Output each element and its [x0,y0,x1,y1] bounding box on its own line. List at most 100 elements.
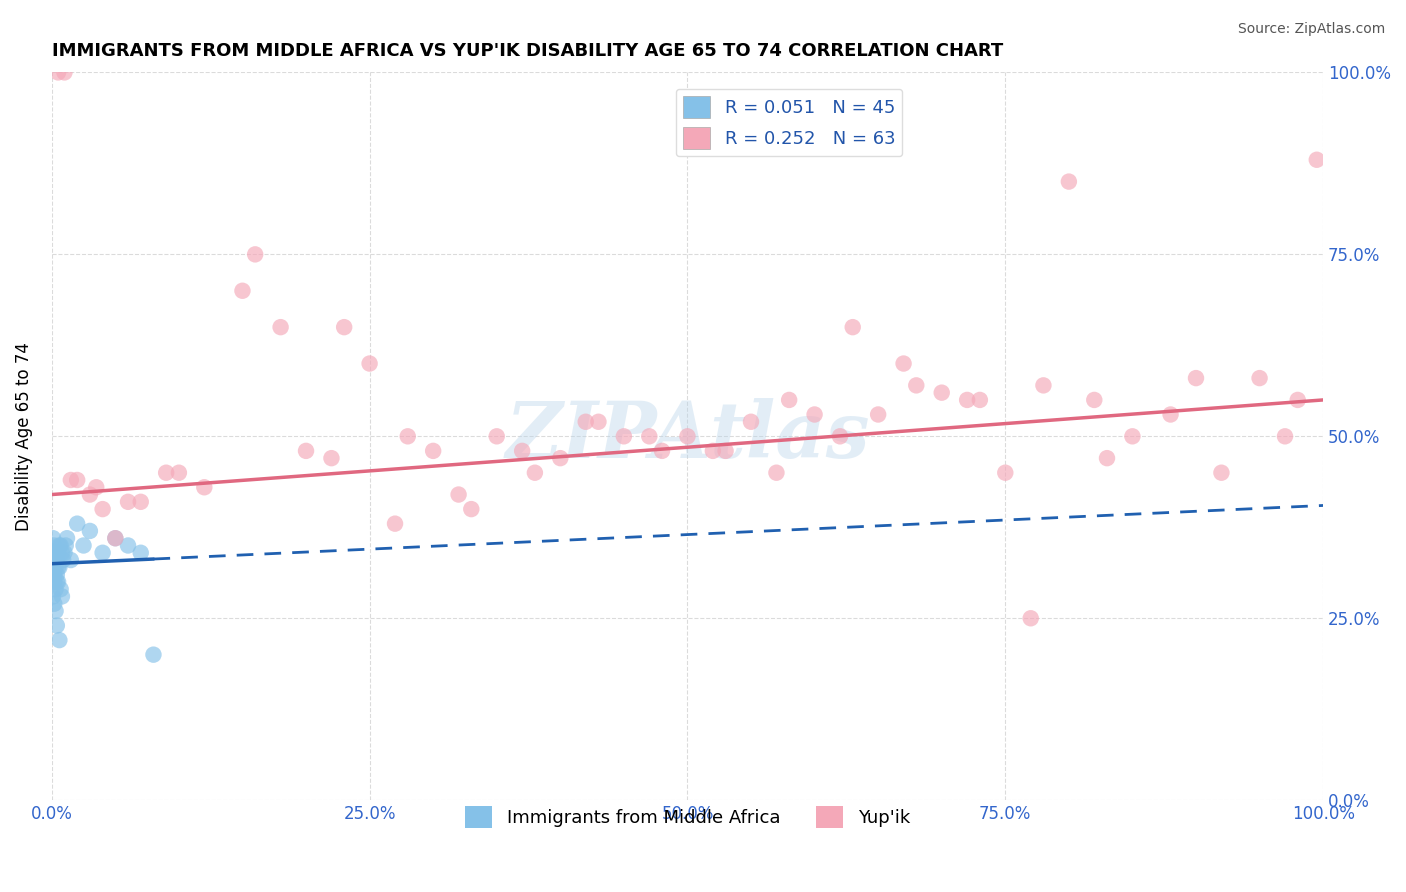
Point [384,516,406,531]
Y-axis label: Disability Age 65 to 74: Disability Age 65 to 74 [15,342,32,531]
Point [45,553,67,567]
Point [79,524,101,538]
Point [51,590,73,604]
Point [104,531,127,545]
Text: ZIPAtlas: ZIPAtlas [505,398,870,475]
Point [1306,153,1329,167]
Point [66,516,89,531]
Point [53,65,76,79]
Point [1095,451,1118,466]
Point [49,539,72,553]
Point [1185,371,1208,385]
Point [765,466,787,480]
Point [447,487,470,501]
Text: IMMIGRANTS FROM MIDDLE AFRICA VS YUP'IK DISABILITY AGE 65 TO 74 CORRELATION CHAR: IMMIGRANTS FROM MIDDLE AFRICA VS YUP'IK … [52,42,1002,60]
Point [45,604,67,618]
Point [56,531,79,545]
Point [905,378,928,392]
Point [167,466,190,480]
Point [79,487,101,501]
Point [117,539,139,553]
Point [42,531,65,545]
Point [104,531,127,545]
Point [42,560,65,574]
Point [42,560,65,574]
Point [66,473,89,487]
Point [193,480,215,494]
Point [231,284,253,298]
Point [575,415,598,429]
Point [142,648,165,662]
Point [359,357,381,371]
Point [59,553,82,567]
Point [52,553,75,567]
Point [42,553,65,567]
Point [44,597,66,611]
Point [44,546,66,560]
Point [59,473,82,487]
Point [1057,175,1080,189]
Point [42,590,65,604]
Point [740,415,762,429]
Point [44,553,66,567]
Point [46,574,69,589]
Point [702,443,724,458]
Point [46,65,69,79]
Point [117,495,139,509]
Point [129,546,152,560]
Legend: Immigrants from Middle Africa, Yup'ik: Immigrants from Middle Africa, Yup'ik [458,798,917,835]
Point [45,574,67,589]
Text: Source: ZipAtlas.com: Source: ZipAtlas.com [1237,22,1385,37]
Point [45,618,67,632]
Point [1019,611,1042,625]
Point [45,553,67,567]
Point [333,320,356,334]
Point [48,560,70,574]
Point [868,408,890,422]
Point [613,429,636,443]
Point [42,546,65,560]
Point [1160,408,1182,422]
Point [714,443,737,458]
Point [523,466,546,480]
Point [45,582,67,596]
Point [969,392,991,407]
Point [270,320,292,334]
Point [651,443,673,458]
Point [956,392,979,407]
Point [91,546,114,560]
Point [422,443,444,458]
Point [1211,466,1233,480]
Point [485,429,508,443]
Point [994,466,1017,480]
Point [46,560,69,574]
Point [243,247,266,261]
Point [841,320,863,334]
Point [893,357,915,371]
Point [45,546,67,560]
Point [129,495,152,509]
Point [45,567,67,582]
Point [44,539,66,553]
Point [1121,429,1143,443]
Point [46,546,69,560]
Point [45,560,67,574]
Point [588,415,610,429]
Point [638,429,661,443]
Point [49,582,72,596]
Point [84,480,107,494]
Point [1083,392,1105,407]
Point [510,443,533,458]
Point [396,429,419,443]
Point [1032,378,1054,392]
Point [91,502,114,516]
Point [72,539,94,553]
Point [48,633,70,648]
Point [295,443,318,458]
Point [803,408,825,422]
Point [155,466,177,480]
Point [321,451,343,466]
Point [51,546,73,560]
Point [460,502,482,516]
Point [676,429,699,443]
